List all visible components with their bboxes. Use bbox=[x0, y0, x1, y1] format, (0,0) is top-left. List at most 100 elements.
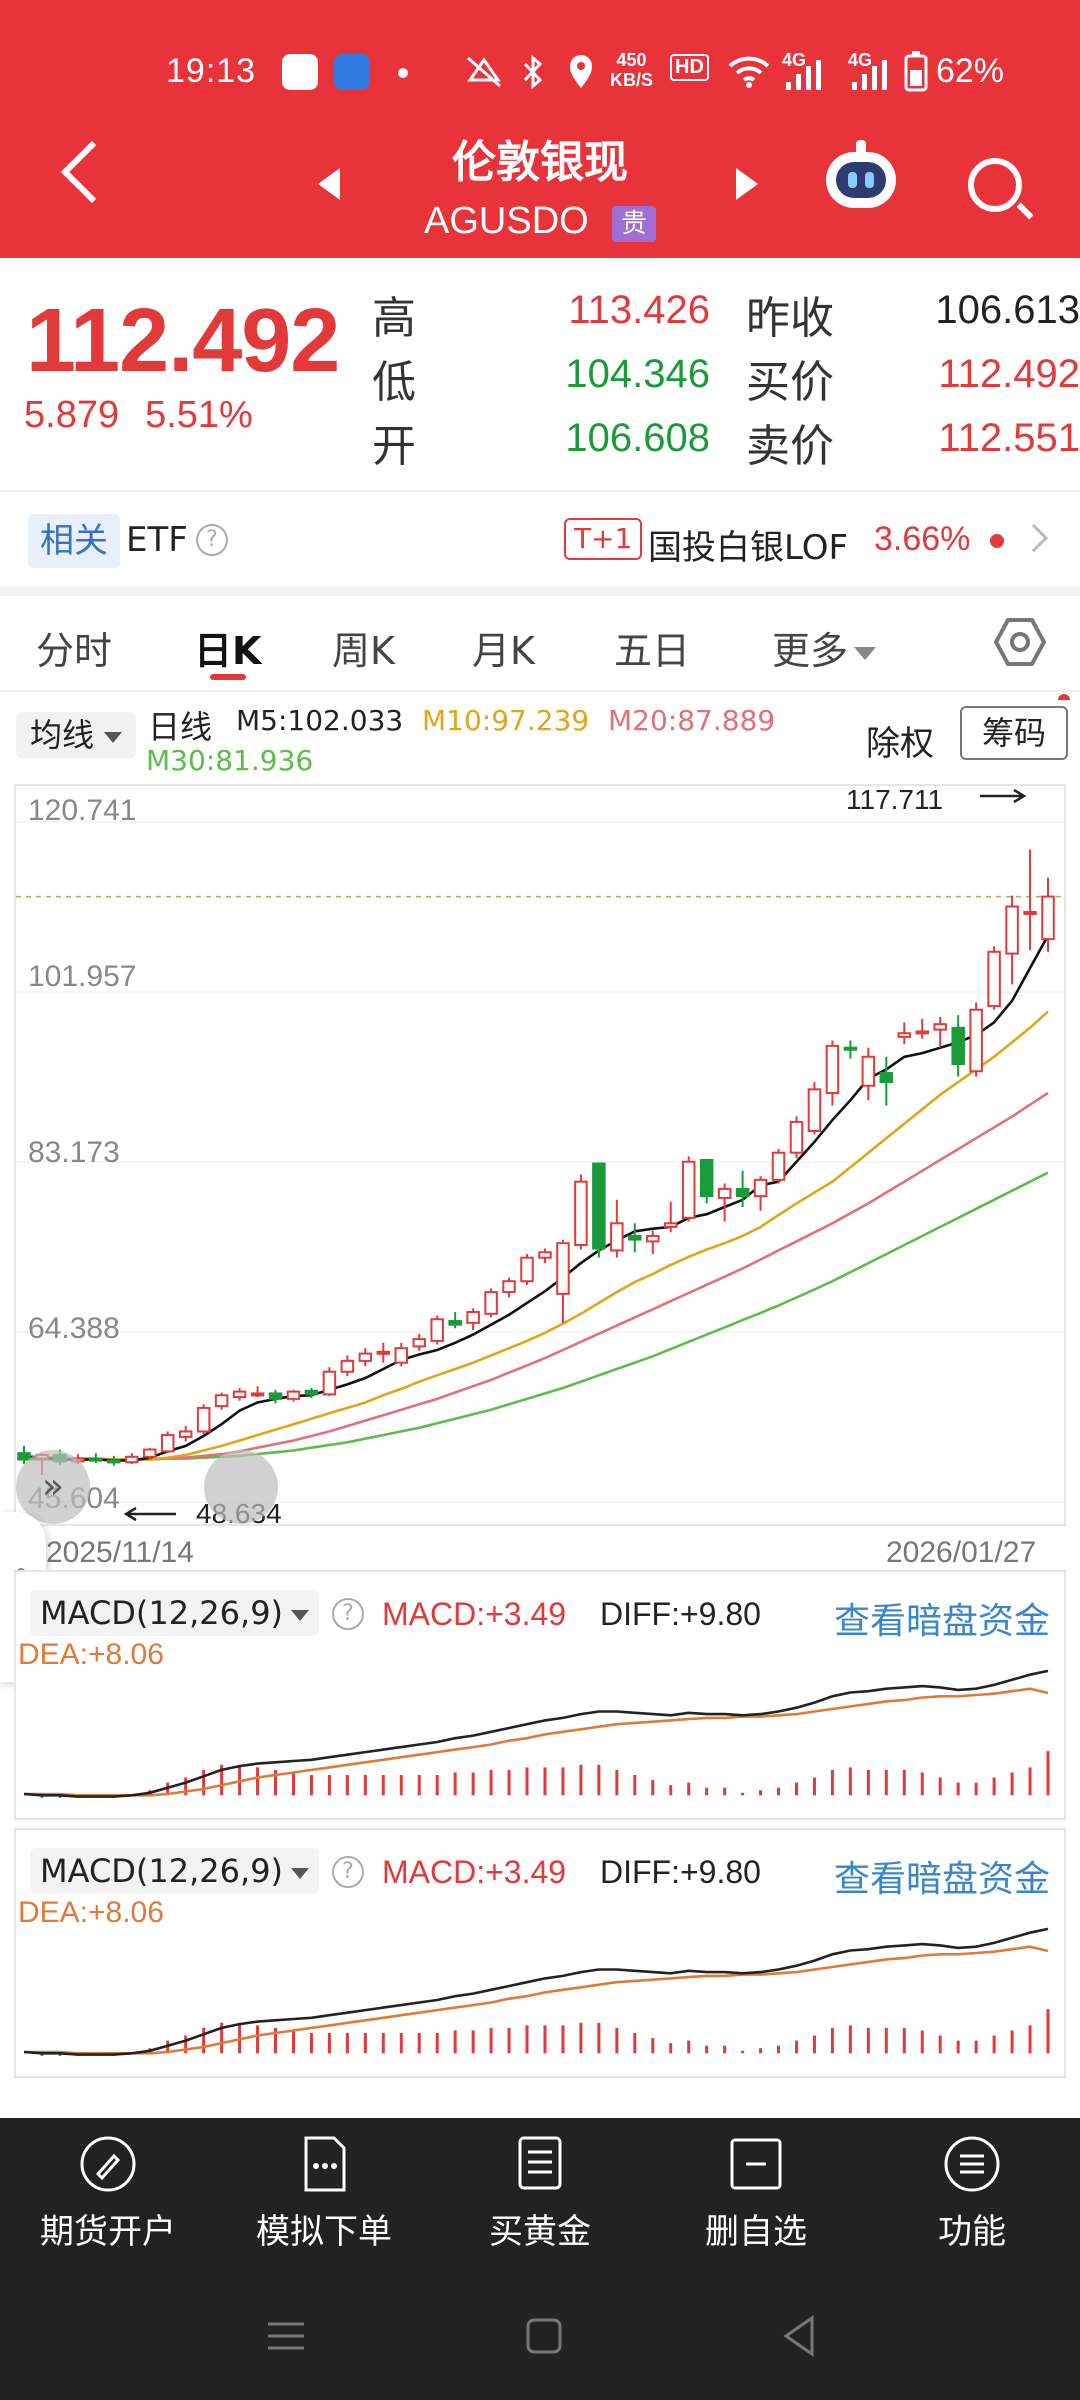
functions-button[interactable]: 功能 bbox=[864, 2134, 1080, 2253]
menu-circle-icon bbox=[944, 2136, 1000, 2192]
etf-name: 国投白银LOF bbox=[648, 528, 849, 568]
prev-close-label: 昨收 bbox=[746, 293, 834, 344]
macd-panel[interactable]: MACD(12,26,9) ? MACD:+3.49 DIFF:+9.80 查看… bbox=[14, 1570, 1066, 1820]
tab-weekly-k[interactable]: 周K bbox=[332, 629, 395, 673]
candle-body bbox=[753, 1178, 768, 1198]
candle-body bbox=[520, 1256, 534, 1283]
min-arrow bbox=[123, 1506, 176, 1522]
candle-body bbox=[430, 1318, 444, 1342]
low-label: 低 bbox=[372, 357, 416, 408]
chip-distribution-button[interactable]: 筹码 bbox=[960, 706, 1068, 760]
caret-down-icon bbox=[291, 1867, 310, 1879]
system-navigation-bar bbox=[0, 2296, 1080, 2376]
candle-body bbox=[717, 1187, 732, 1199]
ma5-line bbox=[23, 934, 1050, 1462]
indicator-selector[interactable]: MACD(12,26,9) bbox=[30, 1848, 320, 1894]
active-tab-indicator bbox=[210, 674, 246, 680]
back-arrow-icon[interactable] bbox=[60, 140, 124, 204]
robot-assistant-icon[interactable] bbox=[826, 140, 896, 208]
candle-body bbox=[466, 1310, 480, 1324]
candle-body bbox=[699, 1158, 714, 1198]
expand-chart-icon[interactable]: » bbox=[16, 1450, 90, 1524]
ask-value: 112.551 bbox=[938, 416, 1080, 460]
signal-strength-icon bbox=[786, 60, 821, 90]
candle-body bbox=[286, 1390, 301, 1400]
candle-body bbox=[807, 1088, 822, 1132]
diff-value: DIFF:+9.80 bbox=[600, 1854, 761, 1890]
instrument-title: 伦敦银现 bbox=[452, 137, 628, 188]
dark-pool-funds-link[interactable]: 查看暗盘资金 bbox=[833, 1859, 1050, 1900]
etf-change-percent: 3.66% bbox=[874, 520, 971, 558]
chevron-right-icon[interactable] bbox=[1019, 523, 1049, 553]
back-icon[interactable] bbox=[780, 2314, 820, 2358]
macd-value: MACD:+3.49 bbox=[382, 1596, 567, 1632]
candle-body bbox=[789, 1120, 804, 1154]
etf-label: ETF bbox=[126, 520, 188, 560]
hd-badge: HD bbox=[670, 54, 709, 81]
home-icon[interactable] bbox=[524, 2316, 564, 2356]
recent-apps-icon[interactable] bbox=[266, 2316, 306, 2356]
moving-average-bar: 均线 日线 M5:102.033 M10:97.239 M20:87.889 M… bbox=[0, 700, 1080, 780]
candle-body bbox=[448, 1320, 462, 1326]
ex-rights-toggle[interactable]: 除权 bbox=[866, 724, 934, 764]
macd-panel[interactable]: MACD(12,26,9) ? MACD:+3.49 DIFF:+9.80 查看… bbox=[14, 1828, 1066, 2078]
dea-line bbox=[24, 1945, 1049, 2055]
candle-body bbox=[574, 1180, 588, 1247]
network-speed: 450 KB/S bbox=[610, 50, 654, 90]
y-axis-label: 83.173 bbox=[28, 1136, 120, 1169]
chart-settings-icon[interactable] bbox=[994, 616, 1046, 668]
status-time: 19:13 bbox=[166, 52, 257, 90]
kline-svg bbox=[16, 788, 1064, 1522]
simulated-order-button[interactable]: 模拟下单 bbox=[216, 2134, 432, 2253]
diff-line bbox=[23, 1927, 1049, 2056]
buy-gold-button[interactable]: 买黄金 bbox=[432, 2134, 648, 2253]
instrument-code: AGUSDO bbox=[424, 200, 589, 242]
app-notification-icon bbox=[334, 54, 370, 90]
open-futures-account-button[interactable]: 期货开户 bbox=[0, 2134, 216, 2253]
candle-body bbox=[987, 950, 1001, 1008]
crosshair-icon[interactable] bbox=[204, 1450, 278, 1524]
tab-daily-k[interactable]: 日K bbox=[194, 629, 262, 673]
section-divider bbox=[0, 586, 1080, 596]
tab-monthly-k[interactable]: 月K bbox=[472, 629, 535, 673]
help-icon[interactable]: ? bbox=[196, 524, 228, 556]
search-icon[interactable] bbox=[968, 158, 1022, 212]
ma-selector[interactable]: 均线 bbox=[16, 712, 137, 758]
tab-five-day[interactable]: 五日 bbox=[614, 629, 691, 673]
prev-triangle-icon[interactable] bbox=[318, 168, 340, 200]
next-triangle-icon[interactable] bbox=[736, 168, 758, 200]
candle-body bbox=[484, 1291, 498, 1315]
candle-body bbox=[843, 1046, 858, 1051]
related-etf-row[interactable]: 相关 ETF ? T+1 国投白银LOF 3.66% bbox=[0, 490, 1080, 586]
kline-chart[interactable]: 120.741 101.957 83.173 64.388 45.604 117… bbox=[14, 784, 1066, 1529]
candle-body bbox=[951, 1026, 965, 1066]
candle-body bbox=[502, 1280, 516, 1294]
dea-value: DEA:+8.06 bbox=[18, 1638, 164, 1671]
quote-panel bbox=[0, 258, 1080, 490]
candle-body bbox=[610, 1222, 624, 1252]
candle-body bbox=[125, 1455, 139, 1464]
caret-down-icon bbox=[104, 731, 123, 743]
indicator-selector[interactable]: MACD(12,26,9) bbox=[30, 1590, 320, 1636]
y-axis-label: 101.957 bbox=[28, 960, 137, 993]
etf-status-dot bbox=[990, 534, 1004, 548]
x-axis-end-date: 2026/01/27 bbox=[886, 1536, 1037, 1569]
candle-body bbox=[376, 1350, 391, 1355]
y-axis-label: 64.388 bbox=[28, 1312, 120, 1345]
tab-intraday[interactable]: 分时 bbox=[36, 629, 113, 673]
help-icon[interactable]: ? bbox=[332, 1856, 364, 1888]
candle-body bbox=[250, 1392, 265, 1397]
candle-body bbox=[394, 1347, 409, 1364]
ma20-value: M20:87.889 bbox=[608, 704, 776, 737]
tab-more[interactable]: 更多 bbox=[772, 620, 877, 675]
help-icon[interactable]: ? bbox=[332, 1598, 364, 1630]
remove-watchlist-button[interactable]: 删自选 bbox=[648, 2134, 864, 2253]
dark-pool-funds-link[interactable]: 查看暗盘资金 bbox=[833, 1601, 1050, 1642]
candle-body bbox=[681, 1160, 696, 1219]
candle-body bbox=[735, 1187, 750, 1198]
macd-svg bbox=[23, 1669, 1050, 1798]
minus-square-icon bbox=[730, 2138, 782, 2190]
status-bar: 19:13 450 KB/S HD 4G 4G 62% bbox=[0, 46, 1080, 96]
x-axis-start-date: 2025/11/14 bbox=[46, 1536, 194, 1569]
related-badge: 相关 bbox=[28, 514, 120, 568]
